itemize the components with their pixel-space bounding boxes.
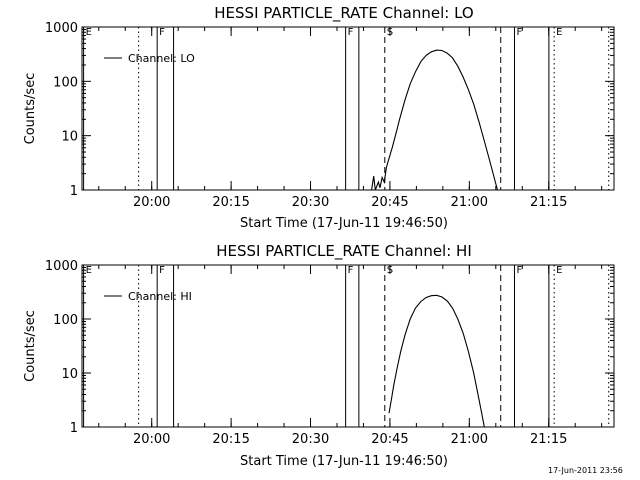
marker-label: S (387, 27, 393, 38)
x-tick-label: 20:15 (212, 432, 249, 447)
y-tick-label: 1000 (45, 21, 78, 36)
marker-label: F (516, 27, 522, 38)
marker-label: F (348, 265, 354, 276)
y-tick-label: 1000 (45, 259, 78, 274)
marker-label: F (159, 27, 165, 38)
marker-label: F (516, 265, 522, 276)
legend-label: Channel: LO (128, 52, 195, 65)
marker-label: E (86, 27, 92, 38)
x-tick-label: 21:00 (451, 195, 488, 210)
x-tick-label: 20:30 (292, 195, 329, 210)
chart-title: HESSI PARTICLE_RATE Channel: LO (214, 4, 473, 23)
chart-title: HESSI PARTICLE_RATE Channel: HI (216, 242, 472, 261)
y-tick-label: 100 (53, 75, 78, 90)
marker-label: E (86, 265, 92, 276)
data-series-line (388, 294, 485, 428)
marker-label: E (556, 27, 562, 38)
y-axis-label: Counts/sec (23, 310, 38, 382)
y-tick-label: 10 (61, 130, 78, 145)
marker-label: F (159, 265, 165, 276)
x-tick-label: 21:15 (530, 195, 567, 210)
x-tick-label: 20:45 (371, 432, 408, 447)
x-tick-label: 20:15 (212, 195, 249, 210)
marker-label: F (348, 27, 354, 38)
chart-panel-1: HESSI PARTICLE_RATE Channel: LO Start Tim… (23, 4, 615, 231)
y-tick-label: 1 (70, 184, 78, 199)
marker-label: S (387, 265, 393, 276)
plot-frame (81, 26, 615, 191)
data-series-line (371, 49, 499, 191)
x-tick-label: 20:45 (371, 195, 408, 210)
x-tick-label: 20:30 (292, 432, 329, 447)
x-tick-label: 20:00 (133, 195, 170, 210)
x-tick-label: 21:00 (451, 432, 488, 447)
x-axis-label: Start Time (17-Jun-11 19:46:50) (240, 454, 448, 469)
marker-label: E (556, 265, 562, 276)
x-tick-label: 20:00 (133, 432, 170, 447)
x-tick-label: 21:15 (530, 432, 567, 447)
y-axis-label: Counts/sec (23, 73, 38, 145)
legend-label: Channel: HI (128, 290, 192, 303)
x-axis-label: Start Time (17-Jun-11 19:46:50) (240, 216, 448, 231)
date-stamp: 17-Jun-2011 23:56 (548, 466, 623, 475)
y-tick-label: 1 (70, 421, 78, 436)
chart-panel-2: HESSI PARTICLE_RATE Channel: HI Start Tim… (23, 242, 615, 469)
y-tick-label: 100 (53, 313, 78, 328)
y-tick-label: 10 (61, 367, 78, 382)
plot-frame (81, 264, 615, 428)
